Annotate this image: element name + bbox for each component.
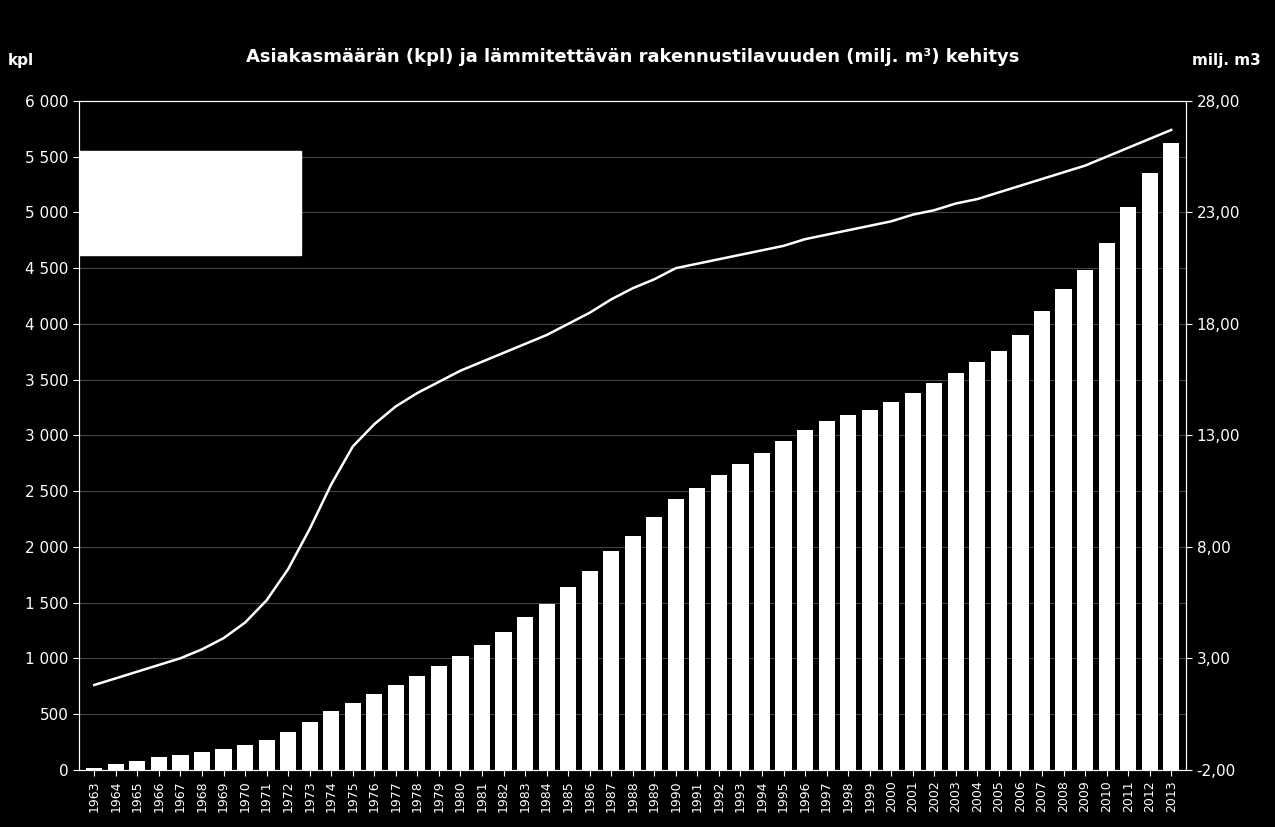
Bar	[280, 732, 296, 770]
Bar	[1012, 335, 1029, 770]
Bar	[732, 464, 748, 770]
Bar	[129, 761, 145, 770]
Bar	[388, 685, 404, 770]
Bar	[1099, 242, 1114, 770]
Bar	[259, 739, 274, 770]
Text: milj. m3: milj. m3	[1192, 53, 1261, 68]
Bar	[431, 666, 448, 770]
Bar	[1119, 207, 1136, 770]
Bar	[819, 421, 835, 770]
Bar	[560, 587, 576, 770]
Bar	[1163, 143, 1179, 770]
Bar	[668, 499, 683, 770]
Bar	[840, 415, 857, 770]
Bar	[1077, 270, 1093, 770]
Bar	[991, 351, 1007, 770]
Bar	[237, 745, 254, 770]
Bar	[87, 767, 102, 770]
Bar	[496, 632, 511, 770]
Bar	[884, 402, 899, 770]
Bar	[453, 656, 468, 770]
Bar	[862, 409, 877, 770]
Bar	[516, 617, 533, 770]
Text: kpl: kpl	[8, 53, 33, 68]
Bar	[79, 151, 301, 255]
Bar	[711, 476, 727, 770]
Bar	[775, 441, 792, 770]
Bar	[905, 393, 921, 770]
Bar	[947, 373, 964, 770]
Bar	[108, 764, 124, 770]
Bar	[150, 758, 167, 770]
Bar	[344, 703, 361, 770]
Bar	[194, 753, 210, 770]
Bar	[646, 517, 663, 770]
Bar	[969, 361, 986, 770]
Bar	[797, 430, 813, 770]
Bar	[625, 536, 641, 770]
Bar	[215, 749, 232, 770]
Bar	[302, 722, 317, 770]
Bar	[409, 676, 426, 770]
Bar	[172, 755, 189, 770]
Bar	[323, 710, 339, 770]
Bar	[926, 383, 942, 770]
Bar	[581, 571, 598, 770]
Bar	[366, 694, 382, 770]
Bar	[690, 488, 705, 770]
Bar	[754, 453, 770, 770]
Title: Asiakasmäärän (kpl) ja lämmitettävän rakennustilavuuden (milj. m³) kehitys: Asiakasmäärän (kpl) ja lämmitettävän rak…	[246, 48, 1020, 66]
Bar	[603, 552, 620, 770]
Bar	[1034, 310, 1051, 770]
Bar	[1056, 289, 1071, 770]
Bar	[1141, 174, 1158, 770]
Bar	[474, 645, 490, 770]
Bar	[538, 604, 555, 770]
